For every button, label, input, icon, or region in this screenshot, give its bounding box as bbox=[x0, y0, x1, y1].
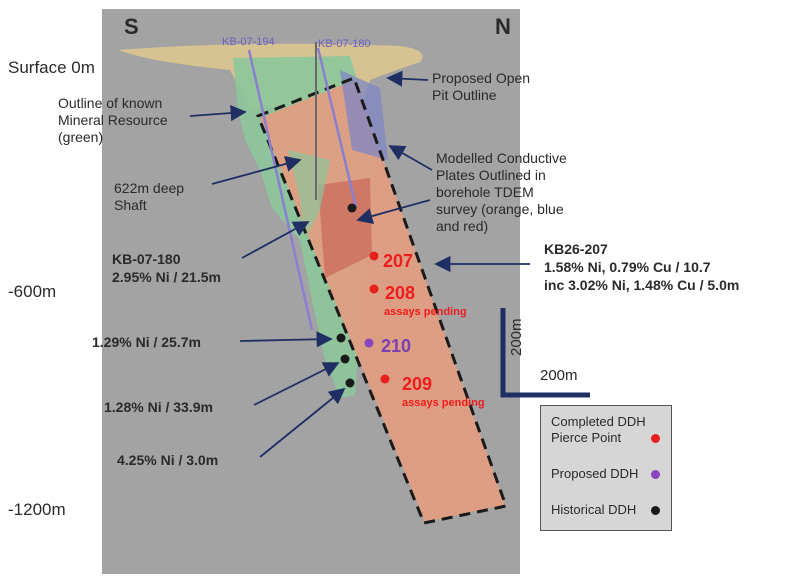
legend-proposed-label: Proposed DDH bbox=[551, 466, 639, 481]
intercept-historical-3: 4.25% Ni / 3.0m bbox=[117, 452, 219, 468]
arrow-hist1 bbox=[239, 331, 333, 348]
proposed-ddh-dot-210 bbox=[364, 338, 374, 348]
pierce-point-208-note: assays pending bbox=[384, 306, 467, 318]
scale-horizontal-label: 200m bbox=[540, 367, 578, 384]
arrow-plates bbox=[388, 145, 433, 171]
scale-bar bbox=[500, 308, 590, 398]
legend-box: Completed DDH Pierce Point Proposed DDH … bbox=[540, 405, 672, 531]
conductive-plates-label: Modelled Conductive Plates Outlined in b… bbox=[436, 150, 567, 234]
borehole-label-kb-07-180: KB-07-180 bbox=[318, 38, 371, 50]
historical-ddh-dot-1 bbox=[336, 333, 346, 343]
arrow-hist2 bbox=[253, 362, 340, 406]
depth-600-label: -600m bbox=[8, 282, 57, 301]
conductive-plate-red bbox=[318, 178, 372, 278]
compass-north: N bbox=[495, 14, 511, 39]
shaft-bottom-dot bbox=[347, 203, 357, 213]
pierce-point-208-label: 208 bbox=[385, 283, 416, 303]
completed-ddh-dot-208 bbox=[369, 284, 379, 294]
completed-ddh-dot-209 bbox=[380, 374, 390, 384]
pierce-point-207-label: 207 bbox=[383, 251, 414, 271]
scale-vertical-label: 200m bbox=[508, 318, 525, 356]
resource-outline-label: Outline of known Mineral Resource (green… bbox=[58, 95, 168, 145]
mineral-resource-overlay bbox=[288, 150, 330, 240]
completed-ddh-dot-207 bbox=[369, 251, 379, 261]
legend-historical-dot bbox=[651, 506, 660, 515]
legend-completed-label: Completed DDH Pierce Point bbox=[551, 414, 646, 445]
intercept-historical-1: 1.29% Ni / 25.7m bbox=[92, 334, 201, 350]
arrow-resource bbox=[189, 104, 247, 122]
shaft-label: 622m deep Shaft bbox=[114, 180, 185, 213]
pierce-point-209-label: 209 bbox=[402, 374, 433, 394]
historical-ddh-dot-3 bbox=[345, 378, 355, 388]
borehole-kb-07-180 bbox=[316, 47, 358, 208]
arrow-kb07180 bbox=[241, 221, 310, 259]
intercept-kb26-207: KB26-207 1.58% Ni, 0.79% Cu / 10.7 inc 3… bbox=[544, 241, 740, 293]
depth-surface-label: Surface 0m bbox=[8, 58, 95, 77]
open-pit-label: Proposed Open Pit Outline bbox=[432, 70, 531, 103]
legend-historical-label: Historical DDH bbox=[551, 502, 637, 517]
legend-completed-dot bbox=[651, 434, 660, 443]
legend-proposed-dot bbox=[651, 470, 660, 479]
proposed-point-210-label: 210 bbox=[381, 336, 412, 356]
historical-ddh-dot-2 bbox=[340, 354, 350, 364]
intercept-historical-2: 1.28% Ni / 33.9m bbox=[104, 399, 213, 415]
compass-south: S bbox=[124, 14, 139, 39]
borehole-label-kb-07-194: KB-07-194 bbox=[222, 36, 275, 48]
intercept-kb-07-180: KB-07-180 2.95% Ni / 21.5m bbox=[112, 251, 221, 285]
arrow-shaft bbox=[211, 155, 302, 185]
borehole-kb-07-194 bbox=[247, 49, 314, 331]
pierce-point-209-note: assays pending bbox=[402, 397, 485, 409]
arrow-open-pit bbox=[386, 70, 429, 87]
arrow-hist3 bbox=[259, 387, 346, 458]
arrow-plates-2 bbox=[356, 199, 431, 224]
depth-1200-label: -1200m bbox=[8, 500, 66, 519]
